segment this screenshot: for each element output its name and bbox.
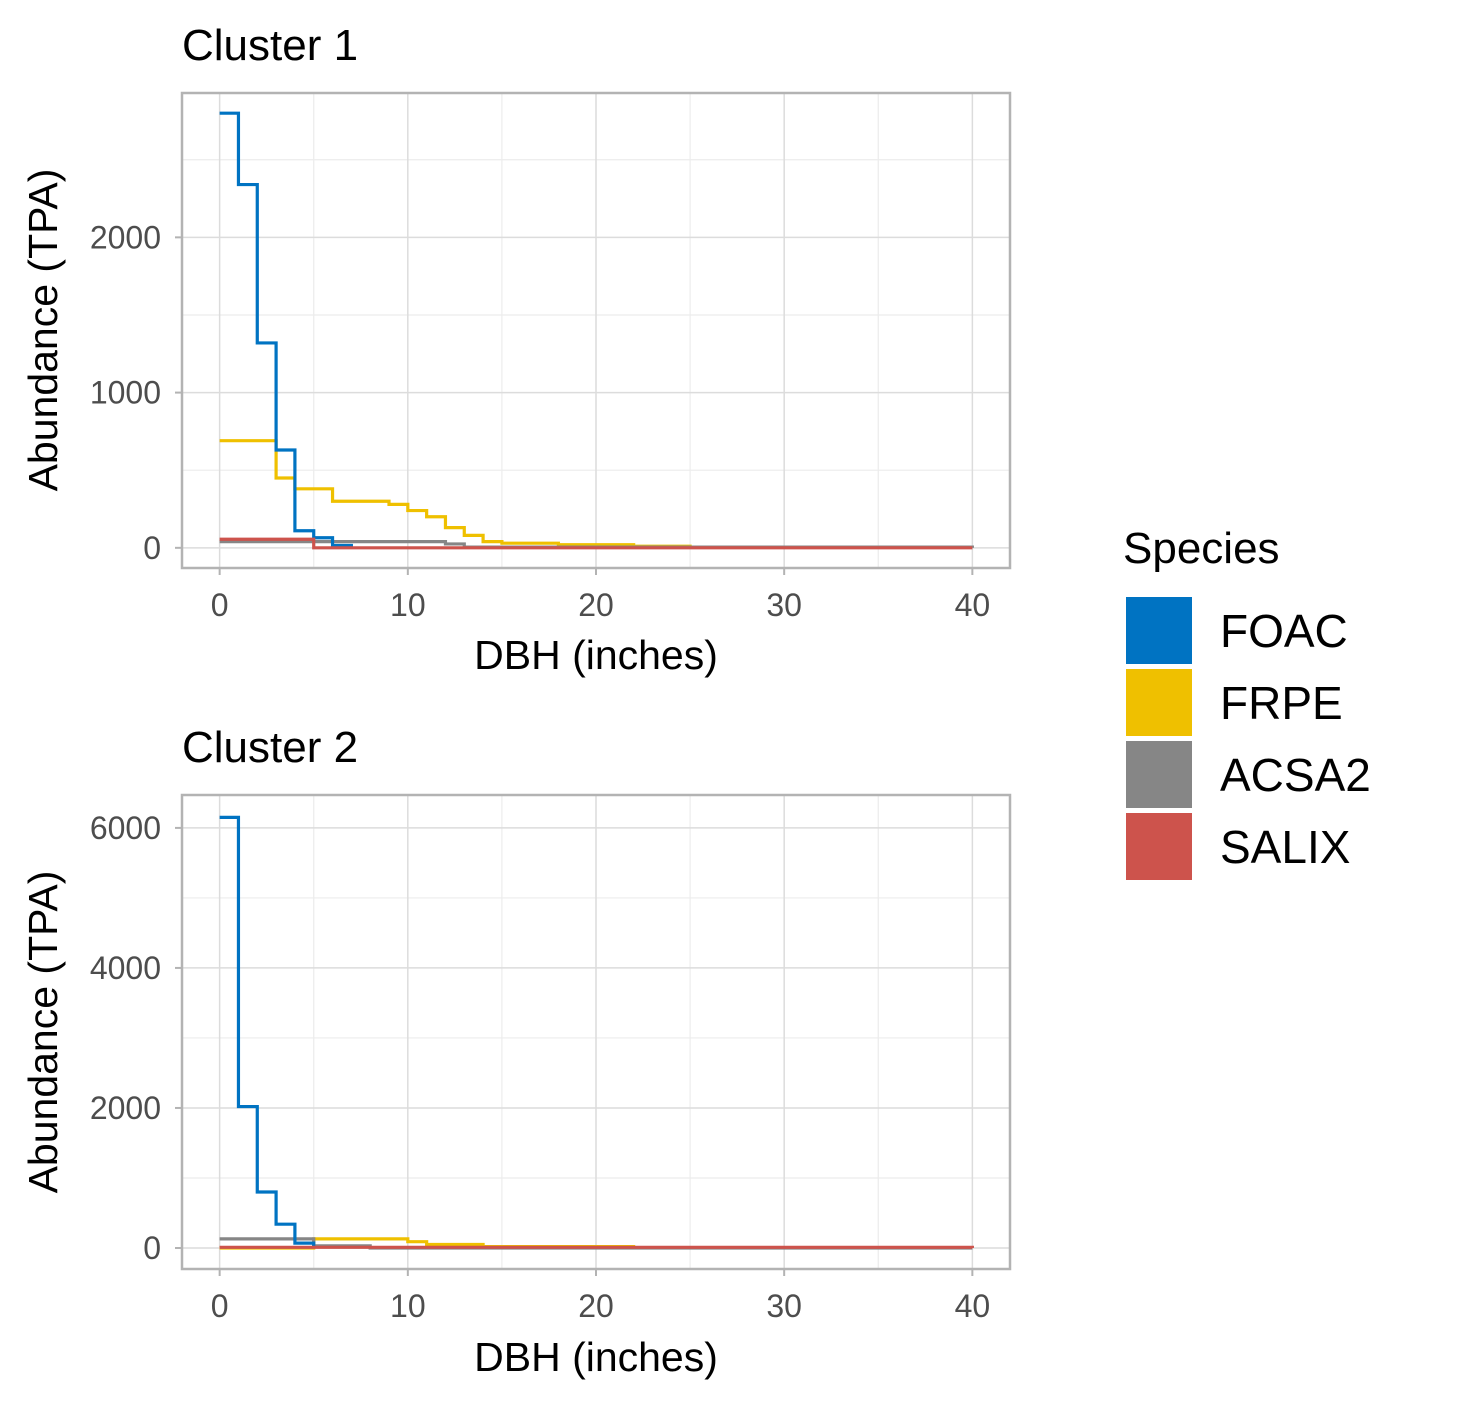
x-tick-label: 30 <box>766 1288 802 1324</box>
legend: Species FOAC FRPE ACSA2 SALIX <box>1123 524 1371 880</box>
y-tick-label: 0 <box>143 1230 161 1266</box>
legend-key-foac <box>1126 597 1192 664</box>
series-line-foac <box>219 815 316 1248</box>
x-axis-ticks: 0 10 20 30 40 <box>211 1269 990 1324</box>
cluster-2-panel: Cluster 2 0 10 20 30 40 0 2000 4000 6000 DBH (i… <box>20 723 1012 1380</box>
series-line-salix <box>219 537 973 550</box>
y-axis-title: Abundance (TPA) <box>20 871 66 1194</box>
x-tick-label: 40 <box>955 1288 991 1324</box>
legend-label-foac: FOAC <box>1220 605 1348 657</box>
y-tick-label: 2000 <box>90 1090 161 1126</box>
series-line-frpe <box>219 439 692 548</box>
series-line-foac <box>219 111 353 548</box>
x-tick-label: 30 <box>766 587 802 623</box>
legend-key-salix <box>1126 813 1192 880</box>
y-tick-label: 2000 <box>90 219 161 255</box>
y-tick-label: 6000 <box>90 810 161 846</box>
y-tick-label: 1000 <box>90 375 161 411</box>
y-tick-label: 0 <box>143 530 161 566</box>
x-axis-title: DBH (inches) <box>474 1334 718 1380</box>
legend-label-acsa2: ACSA2 <box>1220 749 1371 801</box>
x-axis-ticks: 0 10 20 30 40 <box>211 568 990 623</box>
legend-label-frpe: FRPE <box>1220 677 1343 729</box>
legend-label-salix: SALIX <box>1220 821 1350 873</box>
panel-title: Cluster 1 <box>182 21 358 70</box>
series-line-salix <box>219 1245 974 1249</box>
x-axis-title: DBH (inches) <box>474 632 718 678</box>
gridlines <box>182 93 1010 568</box>
legend-key-frpe <box>1126 669 1192 736</box>
x-tick-label: 10 <box>390 587 426 623</box>
y-axis-title: Abundance (TPA) <box>20 169 66 492</box>
y-tick-label: 4000 <box>90 950 161 986</box>
x-tick-label: 0 <box>211 1288 229 1324</box>
panel-title: Cluster 2 <box>182 723 358 772</box>
gridlines <box>182 795 1010 1269</box>
y-axis-ticks: 0 2000 4000 6000 <box>90 810 182 1266</box>
y-axis-ticks: 0 1000 2000 <box>90 219 182 566</box>
legend-title: Species <box>1123 524 1280 573</box>
x-tick-label: 20 <box>578 587 614 623</box>
x-tick-label: 20 <box>578 1288 614 1324</box>
x-tick-label: 10 <box>390 1288 426 1324</box>
series-group <box>219 111 974 550</box>
x-tick-label: 0 <box>211 587 229 623</box>
legend-items: FOAC FRPE ACSA2 SALIX <box>1126 597 1371 880</box>
x-tick-label: 40 <box>955 587 991 623</box>
legend-key-acsa2 <box>1126 741 1192 808</box>
series-group <box>219 815 974 1250</box>
cluster-1-panel: Cluster 1 0 10 20 30 40 0 1000 2000 DBH (inche… <box>20 21 1012 678</box>
